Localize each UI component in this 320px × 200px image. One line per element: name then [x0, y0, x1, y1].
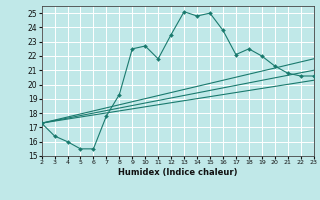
- X-axis label: Humidex (Indice chaleur): Humidex (Indice chaleur): [118, 168, 237, 177]
